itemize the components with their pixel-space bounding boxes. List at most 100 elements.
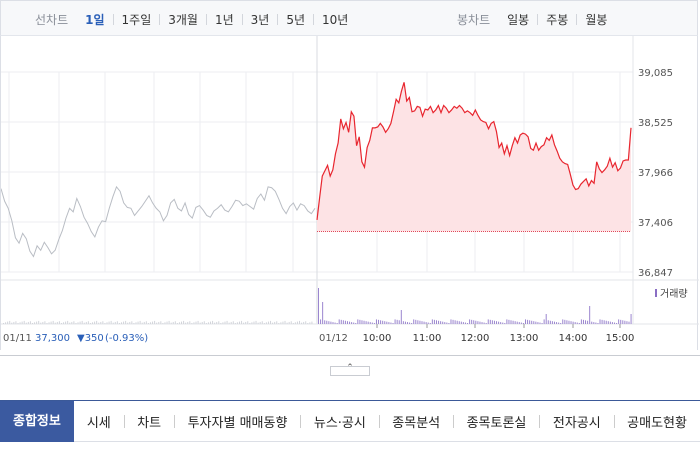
volume-bar	[187, 321, 189, 324]
period-1y-button[interactable]: 1년	[214, 12, 234, 27]
volume-bar	[11, 322, 13, 324]
divider	[537, 13, 539, 25]
volume-bar	[34, 322, 36, 324]
volume-bar	[79, 321, 81, 324]
volume-bar	[616, 323, 618, 324]
volume-bar	[591, 321, 593, 324]
monthly-candle-button[interactable]: 월봉	[585, 12, 608, 27]
volume-bar	[545, 314, 547, 324]
chart-panel: 39,085 38,525 37,966 37,406 36,847 거래량 01/11 37…	[0, 36, 699, 350]
volume-bar	[514, 321, 516, 324]
volume-bar	[50, 321, 52, 324]
volume-bar	[46, 323, 48, 324]
volume-bar	[31, 323, 33, 324]
volume-bar	[549, 320, 551, 324]
volume-bar	[537, 322, 539, 324]
volume-bar	[342, 320, 344, 324]
volume-bar	[450, 319, 452, 324]
chevron-up-icon: ⌃	[346, 363, 354, 373]
volume-bar	[156, 322, 158, 324]
volume-bar	[357, 319, 359, 324]
x-tick-label: 15:00	[606, 333, 635, 344]
volume-bar	[392, 323, 394, 324]
volume-bar	[69, 322, 71, 324]
volume-bar	[471, 319, 473, 324]
y-tick-label: 36,847	[638, 268, 673, 279]
volume-bar	[477, 321, 479, 324]
divider	[0, 355, 700, 356]
volume-bar	[154, 320, 156, 324]
volume-bar	[228, 322, 230, 324]
volume-bar	[467, 323, 469, 324]
volume-bar	[330, 321, 332, 324]
volume-bar	[525, 319, 526, 324]
y-tick-label: 37,966	[638, 168, 673, 179]
x-tick-label: 14:00	[559, 333, 588, 344]
tab-chart[interactable]: 차트	[137, 415, 162, 431]
volume-bar	[56, 321, 58, 324]
period-3y-button[interactable]: 3년	[250, 12, 270, 27]
volume-bar	[442, 321, 444, 324]
previous-change-value: ▼350	[77, 333, 104, 344]
volume-bar	[417, 320, 419, 324]
volume-bar	[238, 321, 240, 324]
volume-bar	[183, 320, 185, 324]
volume-bar	[42, 321, 44, 324]
volume-bar	[23, 320, 25, 324]
volume-bar	[607, 321, 609, 324]
volume-bar	[539, 322, 541, 324]
volume-bar	[172, 321, 174, 324]
volume-bar	[135, 322, 137, 324]
tab-news-disclosure[interactable]: 뉴스·공시	[313, 415, 366, 431]
volume-bar	[500, 322, 502, 324]
volume-bar	[320, 319, 322, 324]
volume-bar	[77, 322, 79, 324]
volume-bar	[580, 319, 582, 324]
weekly-candle-button[interactable]: 주봉	[546, 12, 569, 27]
volume-bar	[145, 321, 147, 324]
volume-bar	[456, 320, 458, 324]
period-1d-button[interactable]: 1일	[85, 12, 105, 27]
tab-investor-trading[interactable]: 투자자별 매매동향	[187, 415, 288, 431]
volume-bar	[462, 322, 464, 324]
volume-bar	[143, 321, 145, 324]
price-chart[interactable]: 39,085 38,525 37,966 37,406 36,847 거래량 01/11 37…	[1, 36, 699, 350]
volume-bar	[203, 321, 205, 324]
volume-bar	[574, 322, 576, 324]
volume-bar	[361, 320, 363, 324]
period-1w-button[interactable]: 1주일	[121, 12, 152, 27]
volume-bar	[489, 319, 491, 324]
volume-bar	[502, 322, 504, 324]
volume-bar	[311, 321, 313, 324]
daily-candle-button[interactable]: 일봉	[507, 12, 530, 27]
collapse-chart-button[interactable]: ⌃	[330, 363, 370, 376]
volume-bar	[282, 321, 284, 324]
tab-e-disclosure[interactable]: 전자공시	[552, 415, 601, 431]
volume-bar	[176, 323, 178, 324]
volume-bar	[286, 322, 288, 324]
volume-bar	[65, 321, 67, 324]
volume-bar	[199, 322, 201, 324]
period-5y-button[interactable]: 5년	[286, 12, 306, 27]
tab-short-selling[interactable]: 공매도현황	[627, 415, 687, 431]
period-10y-button[interactable]: 10년	[322, 12, 349, 27]
volume-bar	[255, 320, 257, 324]
volume-bar	[541, 323, 543, 324]
period-3m-button[interactable]: 3개월	[168, 12, 198, 27]
volume-bar	[458, 321, 460, 324]
volume-bar	[516, 321, 518, 324]
tab-summary[interactable]: 종합정보	[0, 400, 74, 442]
volume-bar	[481, 322, 483, 324]
volume-bar	[44, 321, 46, 324]
volume-bar	[446, 322, 448, 324]
volume-bar	[36, 321, 38, 324]
tab-discussion[interactable]: 종목토론실	[466, 415, 527, 431]
tab-quotes[interactable]: 시세	[86, 415, 111, 431]
volume-bar	[288, 321, 290, 324]
volume-legend-label: 거래량	[660, 288, 688, 300]
volume-bar	[373, 323, 375, 324]
volume-bar	[609, 321, 611, 324]
volume-bar	[452, 319, 454, 324]
volume-bar	[318, 288, 319, 324]
tab-stock-analysis[interactable]: 종목분석	[392, 415, 441, 431]
